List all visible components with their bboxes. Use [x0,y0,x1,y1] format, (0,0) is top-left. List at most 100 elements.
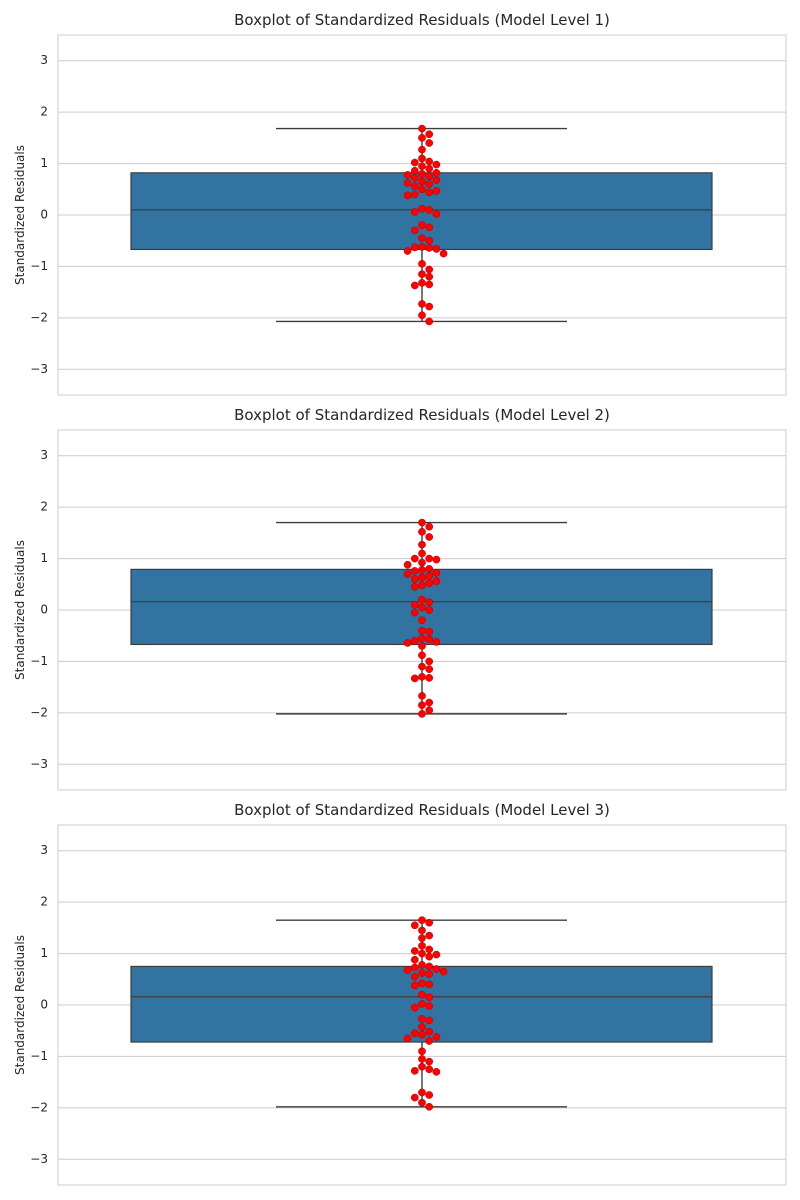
data-point [418,518,426,527]
data-point [418,300,426,308]
data-point [410,972,419,981]
data-point [410,567,419,575]
data-point [418,1098,426,1107]
data-point [425,952,434,961]
data-point [418,1030,426,1039]
data-point [418,134,426,142]
data-point [425,1057,434,1066]
data-point [432,569,441,577]
data-point [418,234,426,242]
data-point [418,221,426,230]
data-point [432,1068,441,1076]
data-point [425,970,434,978]
data-point [432,245,441,253]
y-tick-label: −3 [30,757,48,771]
data-point [410,921,419,930]
data-point [418,616,426,625]
data-point [432,1033,441,1041]
data-point [432,965,441,973]
data-point [439,249,448,258]
data-point [425,565,434,573]
data-point [418,961,426,969]
data-point [425,236,434,245]
data-point [403,966,412,974]
data-point [425,272,434,281]
data-point [410,583,419,591]
y-tick-label: −3 [30,1152,48,1166]
data-point [425,180,434,188]
y-tick-label: 1 [40,551,48,565]
data-point [418,573,426,582]
data-point [418,270,426,278]
chart-panel-1: −3 −2 −1 0 1 2 3 Boxplot of Standardized Residu… [13,11,787,396]
data-point [410,158,419,167]
data-point [418,651,426,660]
y-tick-label: 2 [40,105,48,119]
data-point [410,981,419,990]
data-point [425,139,434,147]
data-point [425,931,434,940]
data-point [410,1093,419,1102]
data-point [425,606,434,614]
data-point [418,260,426,268]
y-tick-label: −2 [30,1100,48,1114]
y-tick-label: 0 [40,603,48,617]
chart-title: Boxplot of Standardized Residuals (Model… [234,11,610,29]
data-point [410,182,419,191]
data-point [410,955,419,964]
data-point [410,1029,419,1038]
data-point [418,673,426,681]
data-point [403,560,412,569]
data-point [418,581,426,590]
data-point [418,1062,426,1071]
data-point [425,1037,434,1045]
data-point [418,170,426,178]
data-point [410,208,419,216]
data-point [418,311,426,320]
data-point [418,642,426,650]
y-tick-label: 2 [40,895,48,909]
y-axis-label: Standardized Residuals [13,540,27,680]
y-tick-label: 3 [40,448,48,462]
y-axis-label: Standardized Residuals [13,935,27,1075]
y-tick-label: −3 [30,362,48,376]
data-point [418,204,426,213]
data-point [425,317,434,326]
data-point [425,206,434,214]
data-point [432,638,441,646]
data-point [418,243,426,251]
data-point [418,1023,426,1031]
y-tick-label: 3 [40,843,48,857]
data-point [418,1055,426,1063]
y-tick-label: 0 [40,208,48,222]
data-point [425,698,434,707]
data-point [410,637,419,645]
data-point [425,1102,434,1111]
data-point [418,566,426,574]
data-point [410,226,419,235]
data-point [425,554,434,563]
data-point [418,942,426,950]
data-point [425,980,434,989]
data-point [418,979,426,988]
data-point [425,1091,434,1099]
data-point [403,1034,412,1043]
y-tick-label: 1 [40,946,48,960]
data-point [425,130,434,139]
y-axis-label: Standardized Residuals [13,145,27,285]
data-point [418,540,426,549]
data-point [403,191,412,200]
chart-title: Boxplot of Standardized Residuals (Model… [234,801,610,819]
y-tick-label: 2 [40,500,48,514]
data-point [418,934,426,942]
data-point [403,639,412,647]
data-point [432,160,441,169]
data-point [425,280,434,289]
chart-panel-3: −3 −2 −1 0 1 2 3 Boxplot of Standardized Residu… [13,801,787,1186]
data-point [418,969,426,977]
data-point [418,154,426,163]
data-point [418,124,426,133]
data-point [403,247,412,255]
data-point [418,1088,426,1097]
data-point [425,665,434,673]
